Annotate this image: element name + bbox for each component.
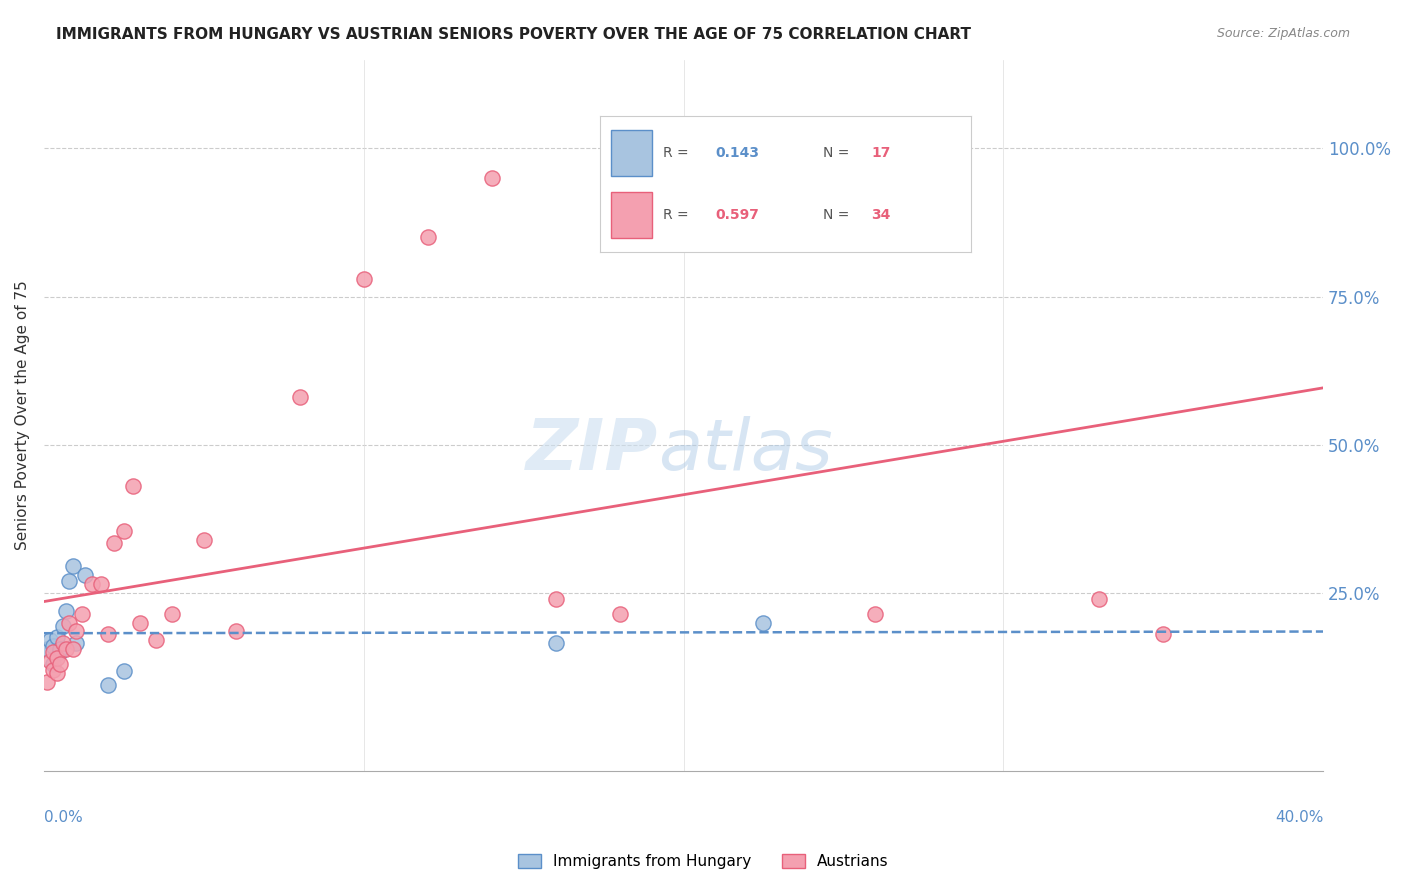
Text: atlas: atlas: [658, 417, 832, 485]
Point: [160, 607, 183, 621]
Point: [865, 607, 887, 621]
Point: [49, 657, 72, 671]
Point: [58, 574, 80, 588]
Point: [544, 591, 567, 606]
Point: [97, 627, 120, 641]
Point: [193, 533, 215, 547]
Point: [103, 535, 125, 549]
Point: [65, 624, 87, 639]
Point: [90, 577, 112, 591]
Point: [145, 633, 167, 648]
Point: [416, 230, 439, 244]
Legend: Immigrants from Hungary, Austrians: Immigrants from Hungary, Austrians: [512, 848, 894, 875]
Point: [55, 604, 77, 618]
Point: [52, 618, 75, 632]
Point: [75, 568, 97, 582]
Text: IMMIGRANTS FROM HUNGARY VS AUSTRIAN SENIORS POVERTY OVER THE AGE OF 75 CORRELATI: IMMIGRANTS FROM HUNGARY VS AUSTRIAN SENI…: [56, 27, 972, 42]
Point: [112, 524, 135, 538]
Point: [45, 665, 67, 680]
Point: [72, 607, 94, 621]
Point: [42, 663, 65, 677]
Point: [62, 642, 84, 657]
Point: [544, 636, 567, 650]
Point: [52, 636, 75, 650]
Point: [45, 631, 67, 645]
Point: [42, 640, 65, 654]
Point: [39, 654, 62, 668]
Point: [45, 651, 67, 665]
Text: ZIP: ZIP: [526, 417, 658, 485]
Point: [752, 615, 775, 630]
Point: [225, 624, 247, 639]
Point: [1088, 591, 1111, 606]
Point: [42, 657, 65, 671]
Text: Source: ZipAtlas.com: Source: ZipAtlas.com: [1216, 27, 1350, 40]
Point: [39, 633, 62, 648]
Point: [896, 129, 918, 144]
Point: [112, 664, 135, 678]
Point: [62, 559, 84, 574]
Point: [35, 642, 58, 657]
Point: [97, 678, 120, 692]
Point: [1152, 627, 1174, 641]
Point: [49, 645, 72, 659]
Point: [58, 615, 80, 630]
Y-axis label: Seniors Poverty Over the Age of 75: Seniors Poverty Over the Age of 75: [15, 280, 30, 550]
Point: [481, 171, 503, 186]
Point: [55, 642, 77, 657]
Text: 0.0%: 0.0%: [44, 810, 83, 825]
Point: [35, 674, 58, 689]
Point: [128, 615, 150, 630]
Text: 40.0%: 40.0%: [1275, 810, 1323, 825]
Point: [122, 479, 145, 493]
Point: [353, 272, 375, 286]
Point: [80, 577, 103, 591]
Point: [65, 636, 87, 650]
Point: [609, 607, 631, 621]
Point: [288, 390, 311, 404]
Point: [49, 642, 72, 657]
Point: [42, 645, 65, 659]
